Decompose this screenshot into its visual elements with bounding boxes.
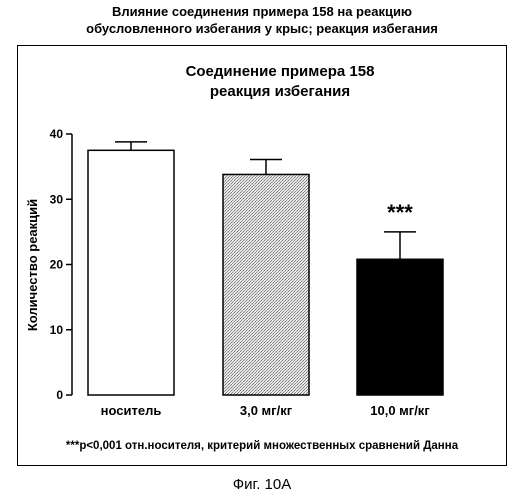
significance-marker: ***: [387, 200, 413, 225]
figure-caption: Фиг. 10А: [0, 476, 524, 493]
x-category-label: 10,0 мг/кг: [370, 403, 430, 418]
x-category-label: 3,0 мг/кг: [240, 403, 293, 418]
y-axis-label: Количество реакций: [25, 199, 40, 331]
footnote: ***p<0,001 отн.носителя, критерий множес…: [0, 440, 524, 452]
y-tick-label: 20: [50, 258, 64, 272]
bar: [223, 174, 309, 395]
bar: [357, 259, 443, 395]
x-category-label: носитель: [101, 403, 162, 418]
y-tick-label: 0: [56, 388, 63, 402]
y-tick-label: 40: [50, 127, 64, 141]
bar: [88, 150, 174, 395]
y-tick-label: 30: [50, 192, 64, 206]
y-tick-label: 10: [50, 323, 64, 337]
